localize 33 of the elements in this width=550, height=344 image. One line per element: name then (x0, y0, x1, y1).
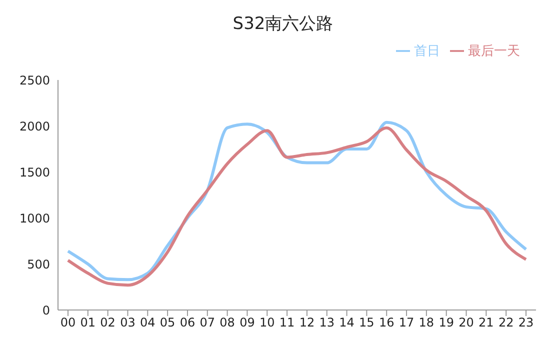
x-tick-label: 13 (319, 316, 335, 330)
x-tick-label: 00 (60, 316, 76, 330)
legend-label: 最后一天 (468, 44, 520, 59)
x-tick-label: 04 (140, 316, 156, 330)
y-tick-label: 1000 (19, 211, 50, 226)
y-tick-label: 0 (42, 303, 50, 318)
x-tick-label: 08 (220, 316, 235, 330)
x-tick-label: 19 (438, 316, 454, 330)
y-tick-label: 2000 (19, 119, 50, 134)
x-tick-label: 03 (120, 316, 136, 330)
x-tick-label: 20 (458, 316, 474, 330)
x-tick-label: 18 (418, 316, 434, 330)
y-tick-label: 500 (27, 257, 50, 272)
x-tick-label: 01 (80, 316, 96, 330)
x-tick-label: 02 (100, 316, 116, 330)
x-tick-label: 14 (339, 316, 354, 330)
x-tick-label: 07 (200, 316, 216, 330)
chart-title: S32南六公路 (232, 13, 334, 35)
x-tick-label: 23 (518, 316, 534, 330)
x-tick-label: 17 (398, 316, 414, 330)
x-tick-label: 05 (160, 316, 176, 330)
x-tick-label: 12 (299, 316, 315, 330)
x-tick-label: 06 (180, 316, 196, 330)
x-tick-label: 10 (259, 316, 275, 330)
x-tick-label: 09 (240, 316, 255, 330)
legend-label: 首日 (414, 44, 440, 59)
y-tick-label: 1500 (19, 165, 50, 180)
x-tick-label: 11 (279, 316, 295, 330)
y-tick-label: 2500 (19, 73, 50, 88)
x-tick-label: 22 (498, 316, 514, 330)
x-tick-label: 15 (359, 316, 374, 330)
x-tick-label: 16 (378, 316, 394, 330)
x-tick-label: 21 (478, 316, 494, 330)
